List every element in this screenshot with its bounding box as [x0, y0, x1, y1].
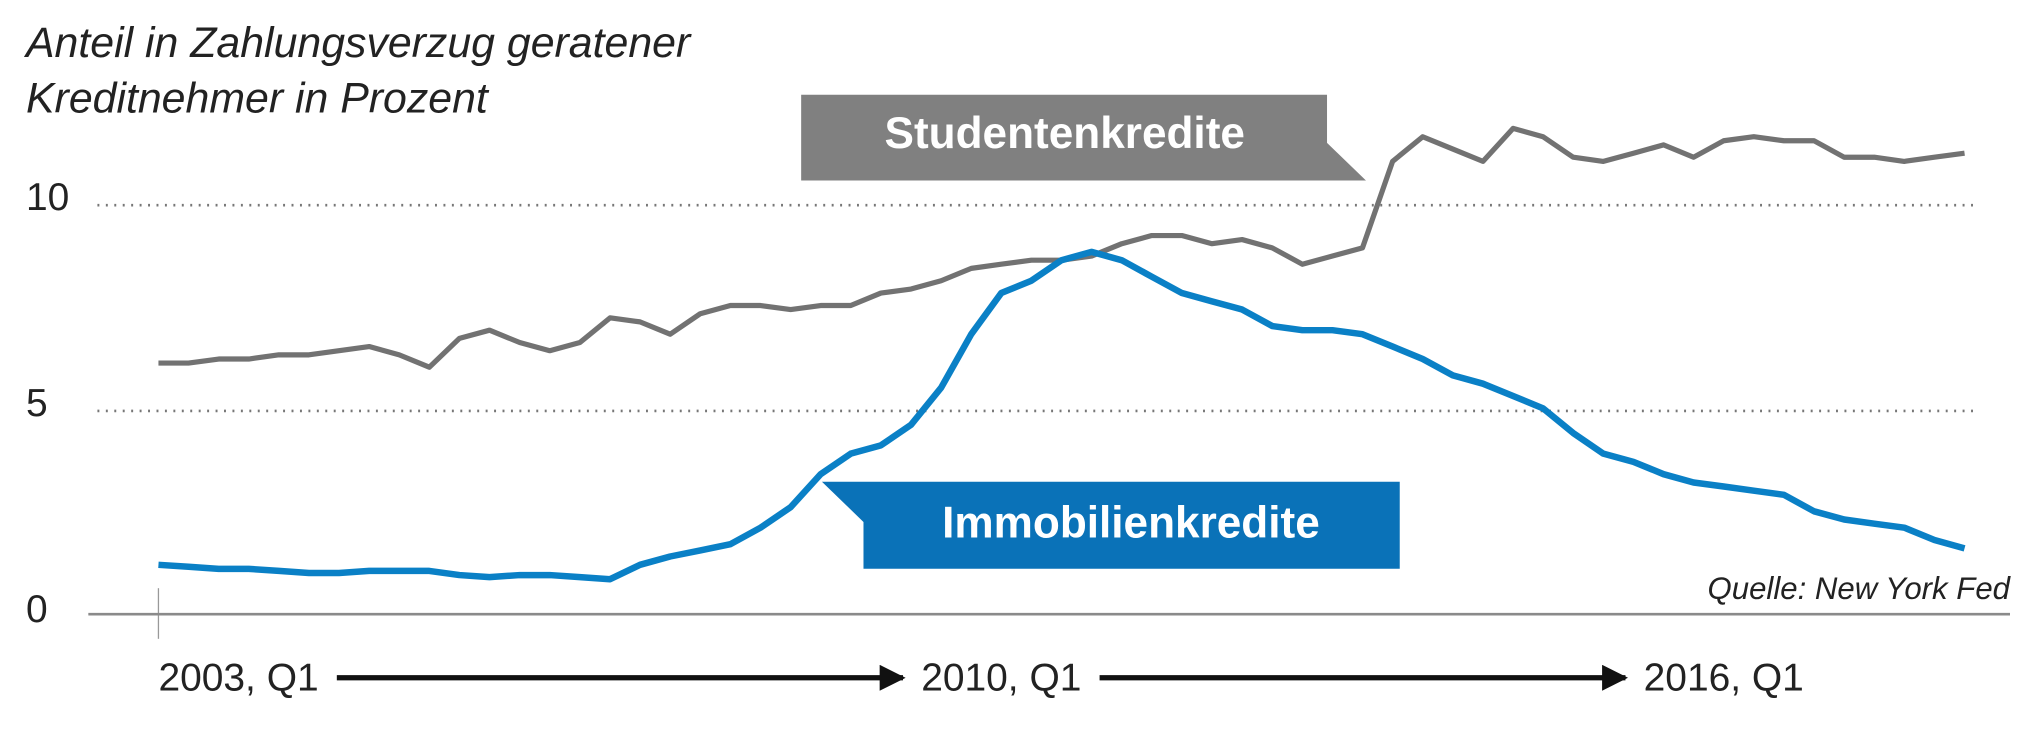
x-tick-label: 2016, Q1 — [1644, 657, 1804, 700]
legend-box — [821, 481, 1400, 569]
legend-label: Immobilienkredite — [942, 499, 1320, 548]
source-note: Quelle: New York Fed — [1708, 571, 2012, 606]
y-axis-title: Kreditnehmer in Prozent — [26, 75, 490, 123]
x-tick-label: 2003, Q1 — [158, 657, 318, 700]
y-tick-label: 5 — [26, 382, 48, 425]
legend-box — [801, 94, 1366, 181]
legend-label: Studentenkredite — [885, 109, 1245, 158]
x-tick-label: 2010, Q1 — [921, 657, 1081, 700]
y-tick-label: 0 — [26, 588, 48, 631]
y-axis-title: Anteil in Zahlungsverzug geratener — [23, 19, 692, 67]
line-series — [158, 248, 1966, 583]
y-tick-label: 10 — [26, 176, 69, 219]
